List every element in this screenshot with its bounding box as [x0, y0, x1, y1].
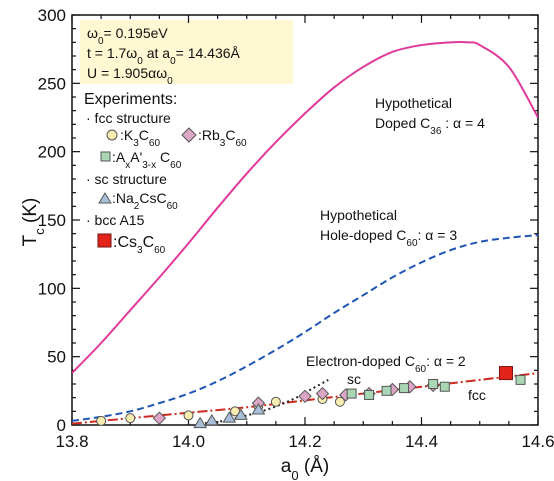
curve-hole — [72, 234, 538, 422]
legend-k3c60: :K3C60 — [120, 127, 160, 149]
legend-marker-cs3c60 — [97, 233, 112, 248]
point-cs3c60 — [498, 366, 513, 381]
y-tick-label: 250 — [38, 74, 66, 93]
point-k3c60 — [270, 396, 281, 407]
point-na2cs — [234, 408, 248, 420]
legend-marker-k3c60 — [106, 129, 118, 141]
point-k3c60 — [334, 396, 345, 407]
curve-c36 — [72, 40, 538, 374]
y-tick-label: 300 — [38, 6, 66, 25]
point-na2cs — [193, 416, 208, 429]
label-c36-line1: Hypothetical — [375, 95, 452, 111]
point-axa3c60 — [381, 385, 392, 396]
label-hole-line2: Hole-doped C60: α = 3 — [320, 227, 457, 249]
point-axa3c60 — [399, 383, 410, 394]
label-hole-line1: Hypothetical — [320, 207, 397, 223]
y-tick-label: 200 — [38, 143, 66, 162]
label-c36-line2: Doped C36 : α = 4 — [375, 115, 485, 137]
y-tick-label: 100 — [38, 279, 66, 298]
label-electron: Electron-doped C60: α = 2 — [306, 353, 466, 375]
y-tick-label: 50 — [47, 348, 66, 367]
point-rb3c60 — [152, 411, 167, 425]
point-k3c60 — [96, 415, 107, 426]
legend-rb3c60: :Rb3C60 — [198, 127, 247, 149]
legend-marker-axa3c60 — [100, 151, 111, 162]
point-k3c60 — [183, 410, 194, 421]
curve-electron_sc — [200, 379, 329, 425]
point-axa3c60 — [346, 388, 357, 399]
x-tick-label: 14.4 — [405, 432, 438, 451]
legend-na2cs: :Na2CsC60 — [112, 190, 178, 212]
point-axa3c60 — [428, 379, 439, 389]
point-na2cs — [222, 411, 237, 423]
y-tick-label: 150 — [38, 211, 66, 230]
x-tick-label: 14.2 — [288, 432, 321, 451]
point-axa3c60 — [364, 389, 375, 400]
point-na2cs — [204, 413, 219, 426]
label-sc: sc — [347, 371, 361, 387]
x-tick-label: 14.0 — [172, 432, 205, 451]
legend-title: Experiments: — [84, 91, 177, 108]
parameter-box — [80, 20, 293, 84]
legend-marker-rb3c60 — [181, 127, 197, 143]
point-axa3c60 — [439, 381, 450, 392]
point-rb3c60 — [315, 386, 330, 401]
legend-cs3c60: :Cs3C60 — [113, 234, 166, 256]
label-fcc: fcc — [468, 387, 486, 403]
legend-axa3c60: :AxA'3-x C60 — [112, 149, 182, 171]
point-na2cs — [251, 402, 266, 415]
legend-fcc-header: · fcc structure — [86, 110, 171, 126]
axis-ticks — [71, 14, 539, 426]
point-axa3c60 — [515, 374, 526, 385]
legend-sc-header: · sc structure — [86, 171, 167, 187]
x-axis-label: a0 (Å) — [281, 456, 329, 481]
x-tick-label: 13.8 — [55, 432, 88, 451]
y-tick-labels: 0 50 100 150 200 250 300 — [38, 6, 66, 435]
legend-marker-na2cs — [98, 192, 112, 204]
legend-bcc-header: · bcc A15 — [86, 212, 145, 228]
y-tick-label: 0 — [57, 416, 66, 435]
point-rb3c60 — [298, 389, 312, 404]
experimental-points — [96, 366, 526, 429]
point-k3c60 — [125, 413, 136, 424]
x-tick-labels: 13.8 14.0 14.2 14.4 14.6 — [55, 432, 554, 451]
x-tick-label: 14.6 — [521, 432, 554, 451]
